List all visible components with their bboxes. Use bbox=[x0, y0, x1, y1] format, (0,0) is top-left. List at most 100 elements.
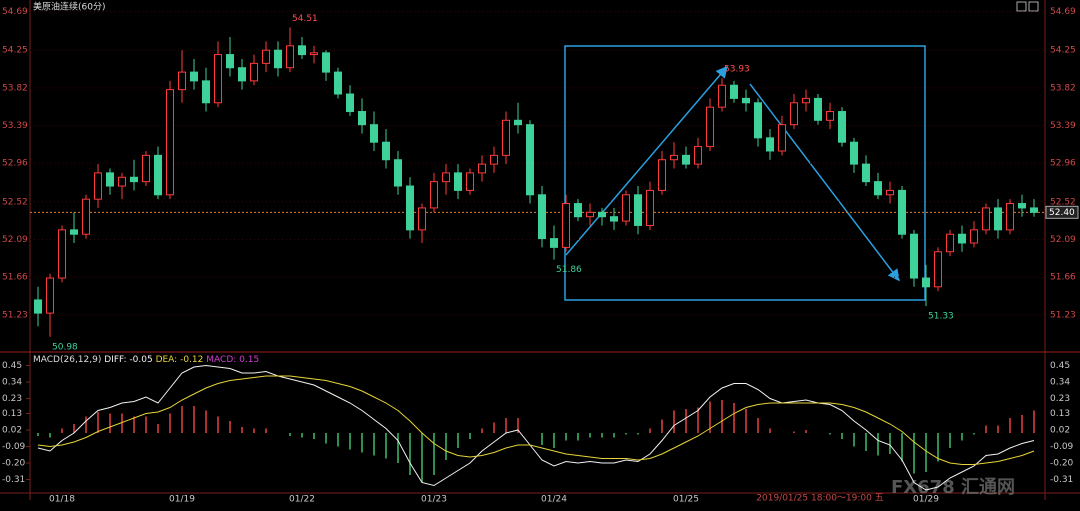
y-tick-label: 0.23 bbox=[2, 394, 22, 404]
button[interactable] bbox=[1016, 1, 1027, 12]
candle-body bbox=[214, 54, 222, 104]
candle-body bbox=[82, 198, 90, 235]
candle-body bbox=[598, 211, 606, 218]
extreme-label: 50.98 bbox=[52, 342, 78, 352]
legend-value: -0.05 bbox=[129, 355, 152, 365]
candle-body bbox=[130, 176, 138, 183]
y-tick-label: 51.66 bbox=[1050, 273, 1076, 283]
extreme-label: 51.33 bbox=[928, 312, 954, 322]
candle-body bbox=[658, 159, 666, 191]
legend-name: MACD: bbox=[206, 355, 236, 365]
candle-body bbox=[370, 124, 378, 143]
candle-body bbox=[934, 251, 942, 288]
candle-body bbox=[790, 102, 798, 126]
trend-arrow bbox=[565, 65, 728, 256]
candle-body bbox=[418, 207, 426, 231]
y-tick-label: 52.96 bbox=[2, 159, 28, 169]
legend-value: -0.12 bbox=[180, 355, 203, 365]
x-tick-label: 01/18 bbox=[49, 495, 75, 505]
candle-body bbox=[322, 52, 330, 73]
candle-body bbox=[766, 137, 774, 152]
candle-body bbox=[610, 216, 618, 222]
candle-body bbox=[310, 52, 318, 56]
legend-name: DEA: bbox=[156, 355, 178, 365]
y-tick-label: 53.82 bbox=[2, 83, 28, 93]
candle-body bbox=[430, 181, 438, 209]
candle-body bbox=[1030, 207, 1038, 213]
candle-body bbox=[358, 111, 366, 126]
candle-body bbox=[718, 84, 726, 108]
candle-body bbox=[586, 211, 594, 218]
y-tick-label: 51.66 bbox=[2, 273, 28, 283]
x-tick-label: 01/23 bbox=[421, 495, 447, 505]
macd-line bbox=[37, 375, 1035, 465]
candle-body bbox=[490, 154, 498, 165]
candle-body bbox=[910, 233, 918, 279]
y-tick-label: 0.45 bbox=[1050, 361, 1070, 371]
candle-body bbox=[514, 119, 522, 126]
y-tick-label: 0.02 bbox=[2, 426, 22, 436]
candle-body bbox=[946, 233, 954, 253]
candle-body bbox=[34, 299, 42, 314]
x-tick-label: 01/24 bbox=[541, 495, 567, 505]
candle-body bbox=[802, 97, 810, 104]
candle-body bbox=[94, 172, 102, 200]
y-tick-label: 0.23 bbox=[1050, 394, 1070, 404]
y-tick-label: 0.34 bbox=[2, 378, 22, 388]
watermark: FX678 汇通网 bbox=[891, 477, 1015, 498]
candle-body bbox=[286, 45, 294, 69]
trend-arrow bbox=[749, 83, 900, 282]
last-price-label: 52.40 bbox=[1049, 208, 1075, 218]
candle-body bbox=[466, 172, 474, 191]
button[interactable] bbox=[1028, 1, 1039, 12]
x-tick-label: 01/22 bbox=[289, 495, 315, 505]
candle-body bbox=[334, 71, 342, 95]
candle-body bbox=[838, 111, 846, 143]
last-price-box bbox=[1045, 205, 1079, 219]
y-tick-label: 53.82 bbox=[1050, 83, 1076, 93]
candle-body bbox=[262, 49, 270, 64]
window-buttons[interactable] bbox=[1016, 1, 1039, 12]
y-tick-label: 0.13 bbox=[1050, 409, 1070, 419]
candle-body bbox=[670, 154, 678, 161]
y-tick-label: 0.13 bbox=[2, 409, 22, 419]
candle-body bbox=[46, 277, 54, 314]
candle-body bbox=[898, 189, 906, 235]
y-tick-label: 0.02 bbox=[1050, 426, 1070, 436]
candle-body bbox=[1018, 203, 1026, 209]
candle-body bbox=[106, 172, 114, 187]
y-tick-label: -0.09 bbox=[1050, 442, 1074, 452]
candle-body bbox=[346, 93, 354, 113]
candle-body bbox=[634, 194, 642, 226]
candle-body bbox=[742, 97, 750, 104]
candle-body bbox=[730, 84, 738, 99]
extreme-label: 53.93 bbox=[724, 65, 750, 75]
y-tick-label: 54.25 bbox=[1050, 46, 1076, 56]
y-tick-label: 0.34 bbox=[1050, 378, 1070, 388]
x-tick-label: 01/25 bbox=[673, 495, 699, 505]
legend-name: DIFF: bbox=[104, 355, 126, 365]
candle-body bbox=[538, 194, 546, 240]
candle-body bbox=[1006, 203, 1014, 231]
candle-body bbox=[550, 238, 558, 248]
candle-body bbox=[118, 176, 126, 187]
y-tick-label: -0.20 bbox=[1050, 459, 1074, 469]
y-tick-label: -0.09 bbox=[2, 442, 26, 452]
candle-body bbox=[526, 124, 534, 196]
y-tick-label: 54.25 bbox=[2, 46, 28, 56]
y-tick-label: -0.20 bbox=[2, 459, 26, 469]
macd-line bbox=[37, 364, 1035, 491]
candle-body bbox=[622, 194, 630, 222]
highlight-box bbox=[564, 45, 926, 301]
candle-body bbox=[478, 163, 486, 174]
candle-body bbox=[754, 102, 762, 139]
y-tick-label: 51.23 bbox=[1050, 310, 1076, 320]
x-tick-label: 01/19 bbox=[169, 495, 195, 505]
macd-title: MACD(26,12,9) bbox=[33, 355, 101, 365]
chart-header: 美原油连续(60分) bbox=[33, 1, 105, 13]
candle-body bbox=[190, 71, 198, 82]
candle-body bbox=[70, 229, 78, 235]
candle-body bbox=[58, 229, 66, 279]
candle-body bbox=[154, 154, 162, 196]
